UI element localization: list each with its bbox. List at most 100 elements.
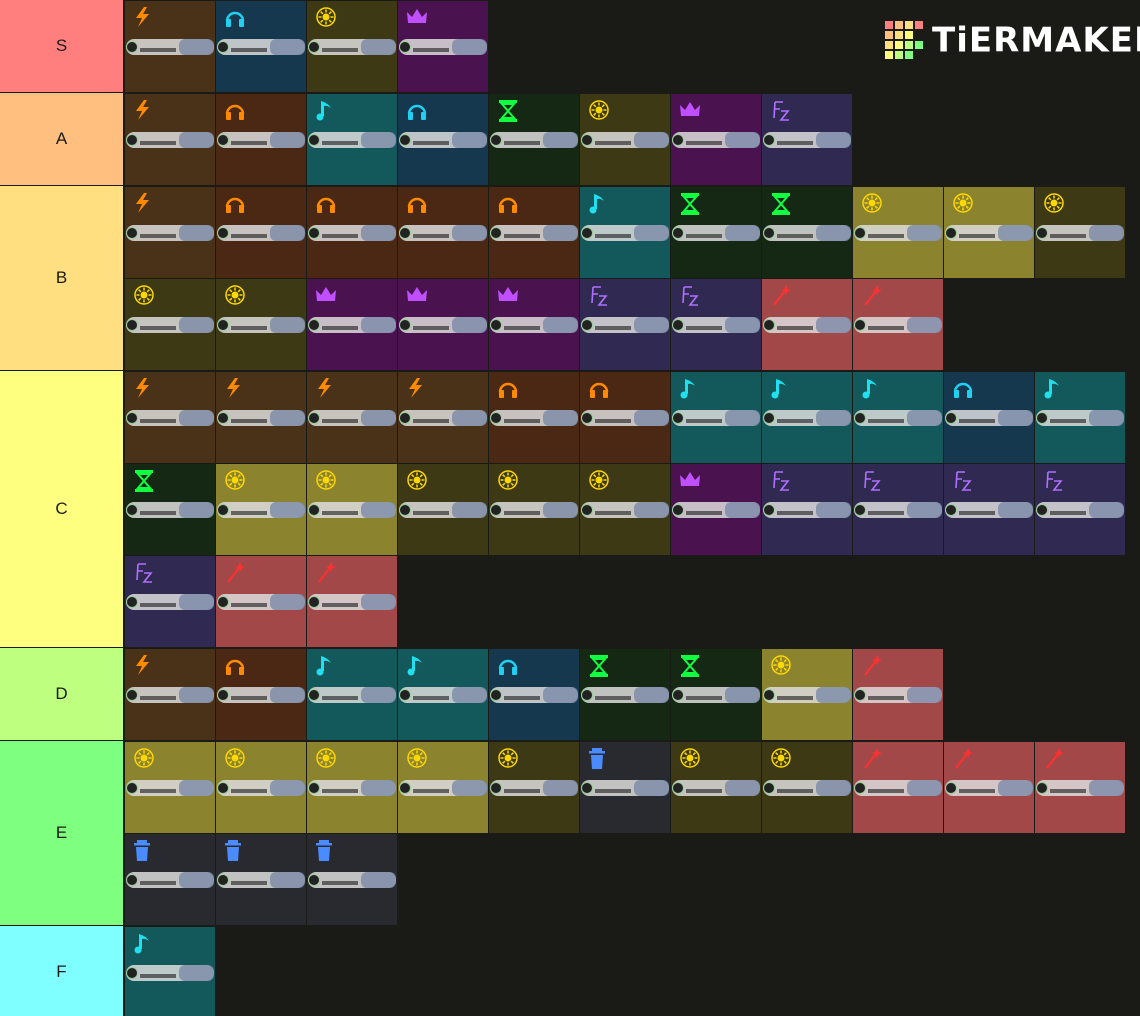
tier-item: [307, 649, 397, 740]
item-banner-art: [1089, 780, 1124, 796]
item-icon: [407, 470, 427, 490]
item-badge: [126, 227, 138, 239]
sun-icon: [692, 752, 696, 756]
item-icon: [864, 285, 882, 306]
sun-icon: [775, 760, 779, 764]
tier-item: [580, 649, 670, 740]
wand-icon: [864, 753, 877, 769]
tier-item: [125, 834, 215, 925]
headphones-icon: [407, 104, 427, 115]
tier-item: [580, 742, 670, 833]
item-badge: [490, 412, 502, 424]
sun-icon: [502, 752, 506, 756]
hourglass-icon: [499, 103, 517, 119]
tier-item: [853, 279, 943, 370]
tier-item: [762, 649, 852, 740]
item-icon: [499, 100, 517, 122]
item-banner-strip: [868, 789, 904, 793]
item-banner-strip: [413, 511, 449, 515]
sun-icon: [140, 754, 148, 762]
item-icon: [407, 287, 427, 301]
headphones-icon: [239, 667, 244, 675]
tier-item: [762, 464, 852, 555]
item-banner-art: [634, 410, 669, 426]
wand-icon: [872, 748, 882, 758]
sun-icon: [498, 748, 518, 768]
wand-icon: [773, 290, 786, 306]
sun-icon: [328, 11, 332, 15]
tier-item: [1035, 372, 1125, 463]
sun-icon: [601, 104, 605, 108]
item-icon: [407, 104, 427, 120]
item-badge: [126, 782, 138, 794]
sun-icon: [504, 754, 512, 762]
item-banner-strip: [1050, 234, 1086, 238]
item-badge: [581, 134, 593, 146]
bolt-icon: [136, 193, 149, 213]
wand-icon: [227, 567, 240, 583]
item-banner-art: [179, 317, 214, 333]
item-banner-art: [452, 502, 487, 518]
tier-row: S: [0, 0, 488, 92]
item-badge: [854, 689, 866, 701]
note-icon: [862, 391, 870, 399]
bolt-icon: [227, 378, 240, 398]
item-icon: [316, 840, 332, 861]
tier-item: [398, 372, 488, 463]
item-badge: [581, 319, 593, 331]
sun-icon: [134, 748, 154, 768]
item-icon: [407, 656, 422, 676]
item-banner-art: [179, 39, 214, 55]
sun-icon: [419, 760, 423, 764]
sun-icon: [957, 205, 961, 209]
item-banner-strip: [868, 511, 904, 515]
item-icon: [225, 470, 245, 490]
tier-item: [125, 927, 215, 1016]
item-banner-art: [816, 410, 851, 426]
sun-icon: [134, 285, 154, 305]
item-icon: [771, 655, 791, 675]
item-badge: [581, 412, 593, 424]
item-banner-strip: [686, 696, 722, 700]
headphones-icon: [498, 382, 518, 393]
headphones-icon: [408, 112, 413, 120]
sun-icon: [595, 106, 603, 114]
item-banner-art: [634, 502, 669, 518]
item-badge: [672, 227, 684, 239]
item-badge: [1036, 504, 1048, 516]
item-icon: [955, 748, 973, 769]
item-banner-strip: [868, 696, 904, 700]
note-icon: [139, 934, 149, 949]
item-banner-strip: [595, 326, 631, 330]
sun-icon: [593, 482, 597, 486]
item-banner-art: [725, 780, 760, 796]
item-banner-art: [543, 502, 578, 518]
item-banner-strip: [686, 326, 722, 330]
tier-item: [216, 464, 306, 555]
item-icon: [864, 748, 882, 769]
tier-row: B: [0, 186, 1125, 370]
item-icon: [225, 748, 245, 768]
sun-icon: [413, 754, 421, 762]
tier-item: [398, 279, 488, 370]
item-icon: [134, 840, 150, 861]
sun-icon: [504, 476, 512, 484]
trash-icon: [592, 748, 602, 751]
item-banner-strip: [413, 48, 449, 52]
sun-icon: [225, 470, 245, 490]
note-icon: [134, 946, 142, 954]
item-banner-art: [1089, 225, 1124, 241]
item-icon: [589, 748, 605, 769]
sun-icon: [419, 474, 423, 478]
headphones-icon: [239, 112, 244, 120]
item-icon: [407, 748, 427, 768]
item-banner-art: [179, 132, 214, 148]
bolt-icon: [318, 378, 331, 398]
item-icon: [864, 655, 882, 676]
tier-row: D: [0, 648, 943, 740]
sun-icon: [138, 752, 142, 756]
tier-item: [398, 742, 488, 833]
sun-icon: [510, 760, 514, 764]
tier-item: [125, 464, 215, 555]
item-badge: [581, 782, 593, 794]
